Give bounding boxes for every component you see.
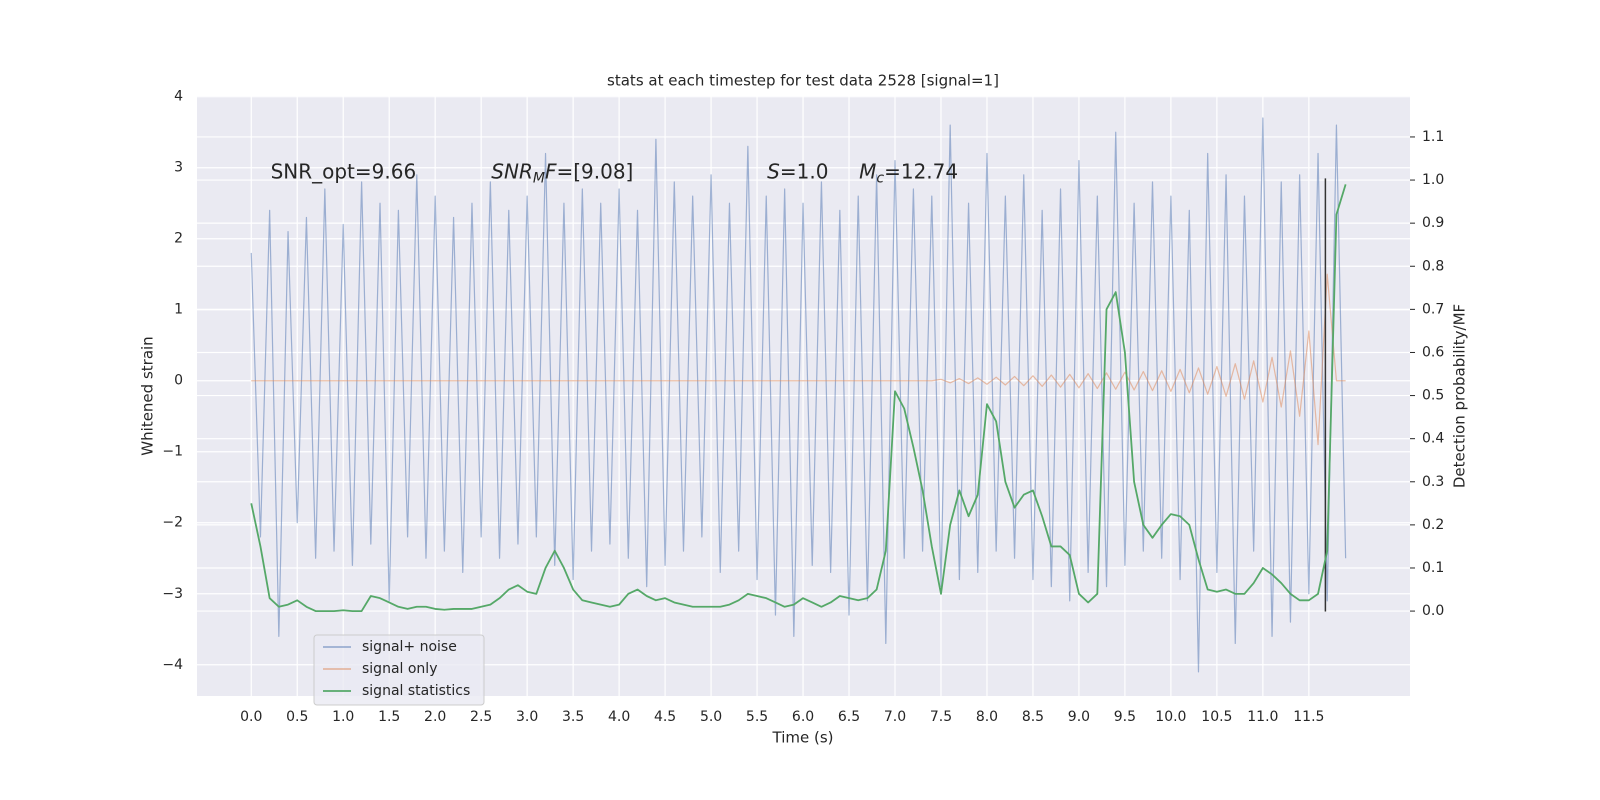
- annotation: S=1.0: [767, 159, 828, 183]
- x-tick-label: 11.0: [1247, 709, 1278, 725]
- annotation-part: M: [533, 171, 545, 187]
- annotation-part: SNR_opt=9.66: [271, 159, 417, 183]
- x-tick-label: 9.0: [1068, 709, 1090, 725]
- x-tick-label: 5.5: [746, 709, 768, 725]
- x-tick-label: 11.5: [1293, 709, 1324, 725]
- x-axis-label: Time (s): [772, 729, 834, 747]
- y-tick-label: 3: [174, 160, 183, 176]
- y2-tick-label: 0.8: [1422, 258, 1444, 274]
- y-tick-label: −4: [162, 657, 183, 673]
- x-tick-label: 4.0: [608, 709, 630, 725]
- x-tick-label: 10.0: [1155, 709, 1186, 725]
- annotation: SNR_opt=9.66: [271, 159, 417, 183]
- x-tick-label: 3.5: [562, 709, 584, 725]
- y-tick-label: −3: [162, 586, 183, 602]
- y2-tick-label: 0.5: [1422, 388, 1444, 404]
- x-tick-label: 7.5: [930, 709, 952, 725]
- y2-tick-label: 0.7: [1422, 301, 1444, 317]
- y-tick-label: 4: [174, 89, 183, 105]
- x-tick-label: 3.0: [516, 709, 538, 725]
- annotation-part: c: [876, 171, 884, 187]
- annotation-part: SNR: [491, 159, 533, 183]
- y-axis-label: Whitened strain: [139, 336, 157, 455]
- x-tick-label: 6.0: [792, 709, 814, 725]
- x-tick-label: 9.5: [1114, 709, 1136, 725]
- y-tick-label: −1: [162, 444, 183, 460]
- y2-axis-label: Detection probability/MF: [1451, 304, 1469, 488]
- y-tick-label: 2: [174, 231, 183, 247]
- y2-tick-label: 0.9: [1422, 215, 1444, 231]
- series-line: [250, 184, 1347, 612]
- x-tick-label: 0.5: [286, 709, 308, 725]
- legend-label: signal statistics: [362, 683, 470, 699]
- x-tick-label: 2.0: [424, 709, 446, 725]
- y-tick-label: 0: [174, 373, 183, 389]
- annotation-part: F: [545, 159, 557, 183]
- annotation: SNRMF=[9.08]: [491, 159, 633, 187]
- legend-label: signal+ noise: [362, 639, 457, 655]
- x-tick-label: 1.5: [378, 709, 400, 725]
- x-tick-label: 10.5: [1201, 709, 1232, 725]
- series-line: [251, 273, 1346, 446]
- annotation-part: =1.0: [780, 159, 829, 183]
- x-tick-label: 8.5: [1022, 709, 1044, 725]
- x-tick-label: 5.0: [700, 709, 722, 725]
- annotation-part: =12.74: [884, 159, 958, 183]
- legend: signal+ noise signal only signal statistic…: [313, 634, 485, 706]
- x-tick-label: 4.5: [654, 709, 676, 725]
- y2-tick-label: 0.2: [1422, 517, 1444, 533]
- legend-box: [313, 634, 485, 706]
- annotation: Mc=12.74: [859, 159, 958, 187]
- y-tick-label: 1: [174, 302, 183, 318]
- y2-tick-label: 0.0: [1422, 603, 1444, 619]
- series-line: [250, 117, 1347, 673]
- x-tick-label: 1.0: [332, 709, 354, 725]
- x-tick-label: 6.5: [838, 709, 860, 725]
- legend-label: signal only: [362, 661, 437, 677]
- x-tick-label: 2.5: [470, 709, 492, 725]
- x-tick-label: 8.0: [976, 709, 998, 725]
- y2-tick-label: 0.3: [1422, 474, 1444, 490]
- x-tick-label: 7.0: [884, 709, 906, 725]
- chart-title: stats at each timestep for test data 252…: [607, 72, 999, 90]
- y-tick-label: −2: [162, 515, 183, 531]
- y2-tick-label: 1.0: [1422, 172, 1444, 188]
- annotation-part: M: [859, 159, 876, 183]
- annotation-part: S: [767, 159, 780, 183]
- annotation-part: =[9.08]: [556, 159, 633, 183]
- y2-tick-label: 1.1: [1422, 129, 1444, 145]
- y2-tick-label: 0.6: [1422, 344, 1444, 360]
- y2-tick-label: 0.4: [1422, 431, 1444, 447]
- y2-tick-label: 0.1: [1422, 560, 1444, 576]
- x-tick-label: 0.0: [240, 709, 262, 725]
